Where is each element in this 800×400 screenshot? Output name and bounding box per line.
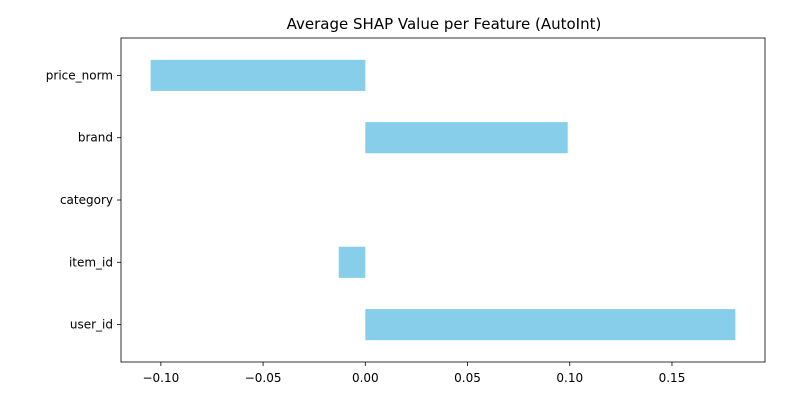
bars-layer [150,59,736,341]
y-tick-label-brand: brand [78,131,113,145]
x-tick-label: 0.00 [352,371,379,385]
bar-price-norm [150,59,366,91]
chart-title: Average SHAP Value per Feature (AutoInt) [287,15,602,33]
y-tick-label-user-id: user_id [70,318,113,332]
bar-user-id [365,309,736,341]
bar-brand [365,122,568,154]
bar-item-id [338,246,366,278]
y-axis-ticks: user_id item_id category brand price_norm [46,68,121,332]
x-tick-label: −0.10 [142,371,179,385]
plot-frame [120,37,766,363]
y-tick-label-item-id: item_id [69,255,113,269]
x-tick-label: 0.10 [556,371,583,385]
x-tick-label: 0.15 [659,371,686,385]
x-tick-label: −0.05 [245,371,282,385]
x-tick-label: 0.05 [454,371,481,385]
y-tick-label-price-norm: price_norm [46,68,113,82]
y-tick-label-category: category [60,193,113,207]
x-axis-ticks: −0.10 −0.05 0.00 0.05 0.10 0.15 [142,362,685,385]
